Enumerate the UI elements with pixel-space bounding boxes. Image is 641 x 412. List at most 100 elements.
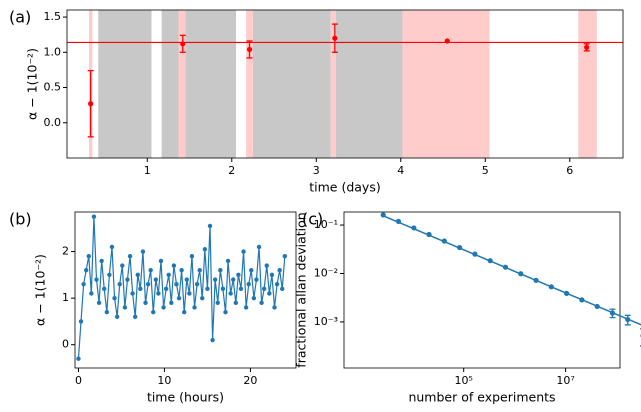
data-point [218,268,223,273]
y-tick-label: 10⁻³ [314,315,338,328]
data-point [187,291,192,296]
data-point [102,286,107,292]
data-point [148,268,153,273]
data-point [548,284,554,290]
data-point [114,314,120,319]
data-point [332,35,338,41]
data-point [254,277,259,282]
data-point [86,254,91,259]
shaded-span [98,10,152,158]
axes-frame [74,211,297,369]
x-tick-label: 1 [144,164,151,177]
data-point [518,271,524,277]
x-tick-label: 20 [243,374,257,387]
x-tick-label: 4 [397,164,404,177]
data-point [207,223,213,229]
data-point [96,300,102,306]
data-point [609,310,616,316]
data-point [249,268,254,273]
y-tick-label: 10⁻¹ [314,218,338,231]
data-point [125,277,130,282]
series-line [77,216,286,359]
data-point [169,300,174,306]
data-point [166,272,171,278]
data-point [189,254,195,259]
data-point [267,291,272,296]
data-point [158,258,164,264]
x-tick-label: 6 [566,164,573,177]
y-tick-label: 0.5 [44,81,62,94]
shaded-span [185,10,236,158]
data-point [180,41,186,47]
data-point [76,356,81,361]
data-point [132,314,138,319]
data-point [233,300,239,306]
y-tick-label: 1.0 [44,45,62,58]
x-axis-label: number of experiments [408,390,555,405]
data-point [117,281,122,287]
data-point [264,263,269,268]
x-tick-label: 3 [313,164,320,177]
data-point [280,286,285,292]
data-point [231,277,236,282]
data-point [625,316,631,323]
data-point [487,258,493,264]
data-point [202,247,208,252]
x-axis-label: time (hours) [147,390,224,405]
data-point [89,291,94,296]
data-point [122,305,128,310]
x-axis-label: time (days) [309,180,380,195]
data-point [161,305,166,310]
data-point [140,249,146,254]
data-point [212,277,218,282]
data-point [225,258,231,264]
data-point [564,290,570,296]
data-point [182,309,187,315]
data-point [174,281,179,287]
data-point [112,295,117,301]
data-point [156,291,161,296]
data-point [502,264,509,270]
y-axis-label: fractional allan deviation [294,212,309,367]
data-point [238,286,244,292]
shaded-span [402,10,490,158]
data-point [143,300,148,306]
shaded-span [246,10,253,158]
y-tick-label: 1.5 [44,10,62,23]
data-point [269,272,275,278]
y-tick-label: 1 [62,291,69,304]
data-point [282,254,288,259]
panel-label: (a) [9,8,31,27]
data-point [444,38,450,44]
data-point [584,44,590,50]
data-point [127,254,133,259]
data-point [259,300,264,306]
x-tick-label: 5 [482,164,489,177]
x-tick-label: 0 [75,374,82,387]
x-tick-label: 10 [157,374,171,387]
data-point [81,281,86,287]
data-point [78,319,84,324]
shaded-span [578,10,597,158]
data-point [243,305,249,310]
data-point [441,238,447,244]
data-point [220,286,226,292]
data-point [200,295,205,301]
data-point [411,225,417,231]
data-point [179,268,184,273]
shaded-span [335,10,403,158]
data-point [241,249,246,254]
data-point [145,281,151,287]
data-point [107,272,112,278]
data-point [194,281,200,287]
data-point [153,277,159,282]
data-point [104,309,110,315]
y-tick-label: 0 [62,338,69,351]
data-point [94,277,99,282]
shaded-span [161,10,179,158]
panel-label: (b) [9,210,32,229]
data-point [138,286,143,292]
data-point [205,286,210,292]
data-point [533,277,539,283]
